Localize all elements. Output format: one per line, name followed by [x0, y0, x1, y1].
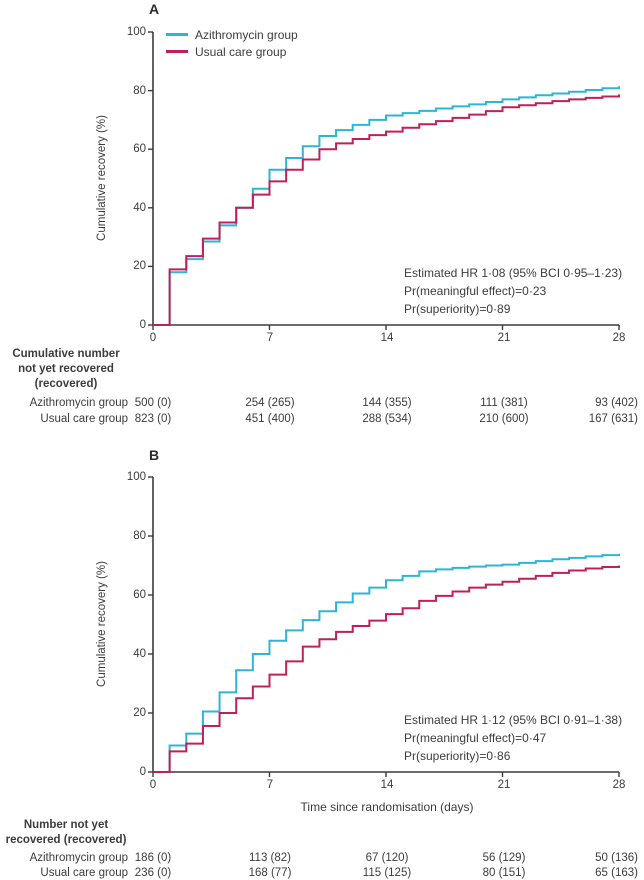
panel-b-ytick-40: 40	[133, 648, 146, 660]
legend: Azithromycin group Usual care group	[166, 26, 298, 60]
cell-day21: 80 (151)	[482, 867, 526, 879]
cell-day28: 167 (631)	[588, 413, 638, 425]
table-row-b-azithromycin: Azithromycin group 186 (0) 113 (82) 67 (…	[0, 851, 644, 866]
panel-a-annotation: Estimated HR 1·08 (95% BCI 0·95–1·23) Pr…	[404, 264, 622, 318]
panel-b-xtick-21: 21	[497, 779, 511, 791]
azithromycin-line-swatch	[166, 33, 188, 36]
panel-b-table-header-line2: recovered (recovered)	[5, 834, 127, 846]
cell-day28: 93 (402)	[595, 397, 638, 409]
panel-b-table-header-line1: Number not yet	[23, 819, 109, 831]
panel-b-annotation: Estimated HR 1·12 (95% BCI 0·91–1·38) Pr…	[404, 711, 622, 765]
cell-day28: 50 (136)	[595, 852, 638, 864]
row-label: Azithromycin group	[29, 397, 128, 409]
legend-item-azithromycin: Azithromycin group	[166, 26, 298, 43]
panel-a-table-header-line3: (recovered)	[34, 378, 98, 390]
cell-day7: 168 (77)	[248, 867, 292, 879]
cell-day21: 56 (129)	[482, 852, 526, 864]
panel-b-y-axis-label: Cumulative recovery (%)	[96, 561, 108, 687]
cell-day0: 500 (0)	[134, 397, 172, 409]
panel-a-table-header: Cumulative number not yet recovered (rec…	[0, 347, 132, 392]
usual-care-line-swatch	[166, 50, 188, 53]
cell-day7: 254 (265)	[245, 397, 295, 409]
cell-day14: 288 (534)	[362, 413, 412, 425]
curve-usual-care-group-b	[153, 565, 620, 773]
panel-b-ytick-20: 20	[133, 707, 146, 719]
curve-usual-care-group-a	[153, 94, 620, 326]
panel-b-ytick-0: 0	[139, 766, 146, 778]
curve-azithromycin-group-b	[153, 553, 620, 773]
panel-a-y-axis-label: Cumulative recovery (%)	[96, 115, 108, 241]
panel-a-ytick-60: 60	[133, 143, 146, 155]
panel-b-ytick-80: 80	[133, 530, 146, 542]
panel-a-xtick-14: 14	[380, 332, 394, 344]
panel-b-annotation-meaningful: Pr(meaningful effect)=0·47	[404, 731, 547, 745]
cell-day7: 451 (400)	[245, 413, 295, 425]
panel-a-label: A	[149, 1, 160, 17]
panel-a-annotation-hr: Estimated HR 1·08 (95% BCI 0·95–1·23)	[404, 266, 623, 280]
panel-a-ytick-0: 0	[139, 319, 146, 331]
panel-b-annotation-hr: Estimated HR 1·12 (95% BCI 0·91–1·38)	[404, 713, 623, 727]
cell-day0: 186 (0)	[134, 852, 172, 864]
panel-b-label: B	[149, 447, 160, 463]
panel-a-xtick-21: 21	[497, 332, 511, 344]
cell-day14: 67 (120)	[365, 852, 409, 864]
table-row-b-usual-care: Usual care group 236 (0) 168 (77) 115 (1…	[0, 866, 644, 880]
cell-day14: 144 (355)	[362, 397, 412, 409]
cell-day28: 65 (163)	[595, 867, 638, 879]
panel-a-ytick-40: 40	[133, 202, 146, 214]
panel-a-xtick-28: 28	[612, 332, 626, 344]
panel-a-ytick-100: 100	[126, 26, 146, 38]
table-row-a-usual-care: Usual care group 823 (0) 451 (400) 288 (…	[0, 412, 644, 427]
panel-b-xtick-14: 14	[380, 779, 394, 791]
panel-b-xtick-7: 7	[266, 779, 274, 791]
panel-a-xtick-0: 0	[149, 332, 157, 344]
cell-day0: 823 (0)	[134, 413, 172, 425]
legend-item-usual-care: Usual care group	[166, 43, 298, 60]
panel-a-ytick-20: 20	[133, 260, 146, 272]
cell-day21: 210 (600)	[479, 413, 529, 425]
panel-a-ytick-80: 80	[133, 85, 146, 97]
cell-day21: 111 (381)	[480, 397, 528, 409]
panel-a-xtick-7: 7	[266, 332, 274, 344]
table-row-a-azithromycin: Azithromycin group 500 (0) 254 (265) 144…	[0, 396, 644, 411]
panel-b-ytick-100: 100	[126, 471, 146, 483]
panel-b-annotation-superiority: Pr(superiority)=0·86	[404, 749, 511, 763]
row-label: Usual care group	[40, 413, 128, 425]
cell-day0: 236 (0)	[134, 867, 172, 879]
cell-day7: 113 (82)	[249, 852, 291, 864]
cell-day14: 115 (125)	[362, 867, 412, 879]
panel-a-annotation-superiority: Pr(superiority)=0·89	[404, 302, 511, 316]
panel-b-table-header: Number not yet recovered (recovered)	[0, 818, 132, 848]
row-label: Azithromycin group	[29, 852, 128, 864]
x-axis-label: Time since randomisation (days)	[300, 800, 474, 814]
row-label: Usual care group	[40, 867, 128, 879]
panel-b-xtick-0: 0	[149, 779, 157, 791]
panel-b-xtick-28: 28	[612, 779, 626, 791]
legend-label-usual-care: Usual care group	[195, 44, 287, 59]
panel-b-ytick-60: 60	[133, 589, 146, 601]
panel-a-table-header-line2: not yet recovered	[18, 363, 114, 375]
legend-label-azithromycin: Azithromycin group	[195, 27, 298, 42]
panel-a-annotation-meaningful: Pr(meaningful effect)=0·23	[404, 284, 547, 298]
panel-a-table-header-line1: Cumulative number	[12, 348, 120, 360]
